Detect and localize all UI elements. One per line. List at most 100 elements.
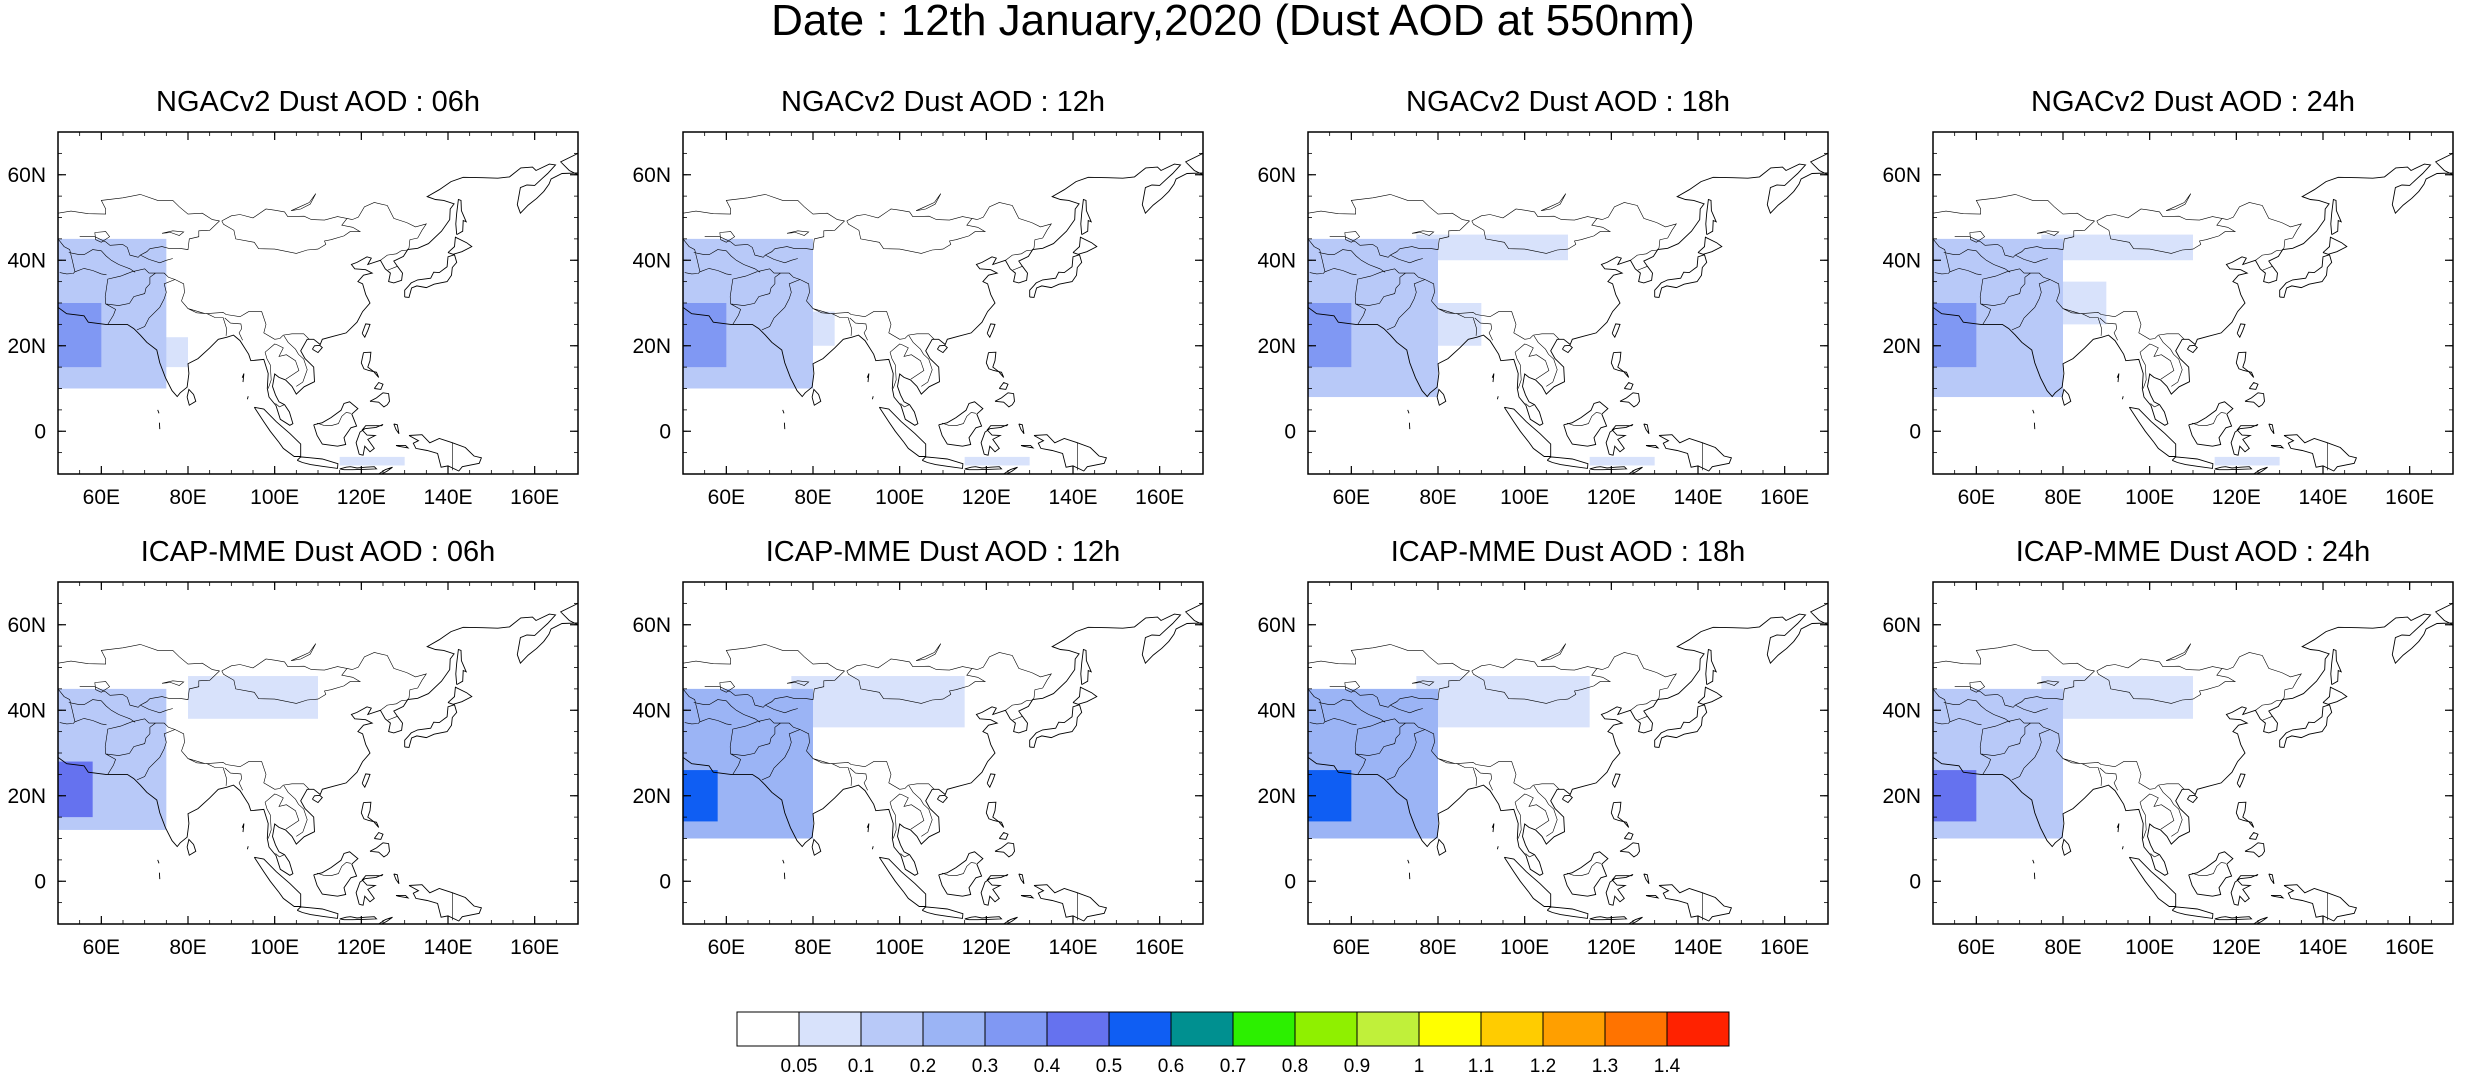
dust-aod-region <box>1416 234 1568 261</box>
map-plot: 60E 80E 100E 120E 140E 160E 60N 40N 20N 0 <box>7 131 579 509</box>
lon-tick-label: 120E <box>2212 936 2261 959</box>
lat-tick-label: 20N <box>7 785 46 808</box>
lon-tick-label: 100E <box>875 486 924 509</box>
colorbar-swatch <box>1604 1011 1668 1047</box>
colorbar-label: 1.4 <box>1654 1056 1681 1077</box>
lon-tick-label: 160E <box>1760 486 1809 509</box>
coastline <box>1308 152 1828 474</box>
map-plot: 60E 80E 100E 120E 140E 160E 60N 40N 20N 0 <box>1882 581 2454 959</box>
panel-title: ICAP-MME Dust AOD : 18h <box>1390 536 1746 568</box>
lon-tick-label: 140E <box>1673 486 1722 509</box>
colorbar-swatch <box>1232 1011 1296 1047</box>
map-plot: 60E 80E 100E 120E 140E 160E 60N 40N 20N 0 <box>632 581 1204 959</box>
map-panel: ICAP-MME Dust AOD : 06h 60E 80E 100E 120E 140… <box>7 536 579 959</box>
lat-tick-label: 40N <box>1257 699 1296 722</box>
colorbar-swatch <box>1542 1011 1606 1047</box>
lon-tick-label: 80E <box>794 486 831 509</box>
lat-tick-label: 0 <box>34 870 46 893</box>
colorbar-label: 0.4 <box>1034 1056 1061 1077</box>
coastline <box>683 152 1203 474</box>
lon-tick-label: 120E <box>962 486 1011 509</box>
lon-tick-label: 140E <box>2298 486 2347 509</box>
colorbar-swatch <box>736 1011 800 1047</box>
country-borders <box>683 643 1078 921</box>
lat-tick-label: 40N <box>1882 699 1921 722</box>
lon-tick-label: 80E <box>2044 486 2081 509</box>
lon-tick-label: 60E <box>708 486 745 509</box>
lon-tick-label: 60E <box>1958 486 1995 509</box>
lon-tick-label: 80E <box>1419 936 1456 959</box>
lon-tick-label: 100E <box>1500 936 1549 959</box>
country-borders <box>58 643 453 921</box>
dust-aod-region <box>683 303 727 368</box>
lat-tick-label: 60N <box>1882 164 1921 187</box>
colorbar-label: 0.9 <box>1344 1056 1370 1077</box>
map-plot: 60E 80E 100E 120E 140E 160E 60N 40N 20N 0 <box>1882 131 2454 509</box>
lat-tick-label: 0 <box>1284 870 1296 893</box>
country-borders <box>1933 643 2328 921</box>
lat-tick-label: 20N <box>1882 785 1921 808</box>
dust-aod-region <box>58 303 102 368</box>
colorbar-label: 1.1 <box>1468 1056 1494 1077</box>
lon-tick-label: 160E <box>1135 936 1184 959</box>
dust-aod-region <box>1933 303 1977 368</box>
panel-title: ICAP-MME Dust AOD : 24h <box>2015 536 2371 568</box>
colorbar-label: 1.3 <box>1592 1056 1618 1077</box>
panel-title: NGACv2 Dust AOD : 18h <box>1406 86 1730 118</box>
lon-tick-label: 120E <box>337 936 386 959</box>
lon-tick-label: 60E <box>83 936 120 959</box>
lon-tick-label: 100E <box>2125 936 2174 959</box>
panel-title: NGACv2 Dust AOD : 12h <box>781 86 1105 118</box>
dust-aod-region <box>791 676 965 728</box>
lat-tick-label: 40N <box>632 249 671 272</box>
map-plot: 60E 80E 100E 120E 140E 160E 60N 40N 20N 0 <box>7 581 579 959</box>
colorbar-label: 1 <box>1414 1056 1425 1077</box>
colorbar-label: 0.1 <box>848 1056 874 1077</box>
map-plot: 60E 80E 100E 120E 140E 160E 60N 40N 20N 0 <box>1257 581 1829 959</box>
lat-tick-label: 60N <box>1257 164 1296 187</box>
coastline <box>1933 152 2453 474</box>
colorbar-svg: 0.05 0.1 0.2 0.3 0.4 0.5 0.6 0.7 0.8 0.9 1 1.1 1.2 1.… <box>736 1011 1730 1077</box>
coastline <box>58 602 578 924</box>
lon-tick-label: 60E <box>1333 936 1370 959</box>
lon-tick-label: 160E <box>510 936 559 959</box>
colorbar-swatch <box>1418 1011 1482 1047</box>
lat-tick-label: 60N <box>632 164 671 187</box>
coastline <box>683 602 1203 924</box>
dust-aod-region <box>1416 676 1590 728</box>
coastline <box>1308 602 1828 924</box>
coastline <box>58 152 578 474</box>
lat-tick-label: 0 <box>659 420 671 443</box>
lon-tick-label: 120E <box>1587 486 1636 509</box>
map-panel: ICAP-MME Dust AOD : 12h 60E 80E 100E 120E 140… <box>632 536 1204 959</box>
lat-tick-label: 60N <box>7 164 46 187</box>
lon-tick-label: 160E <box>2385 936 2434 959</box>
aod-colorbar: 0.05 0.1 0.2 0.3 0.4 0.5 0.6 0.7 0.8 0.9 1 1.1 1.2 1.… <box>736 1011 1731 1091</box>
lon-tick-label: 100E <box>250 486 299 509</box>
panel-title: ICAP-MME Dust AOD : 12h <box>765 536 1121 568</box>
map-panel: NGACv2 Dust AOD : 06h 60E 80E 100E 120E 140E 1… <box>7 86 579 509</box>
colorbar-label: 0.3 <box>972 1056 998 1077</box>
dust-aod-region <box>188 676 318 719</box>
colorbar-label: 0.7 <box>1220 1056 1246 1077</box>
colorbar-swatch <box>1108 1011 1172 1047</box>
colorbar-swatch <box>984 1011 1048 1047</box>
lat-tick-label: 0 <box>1284 420 1296 443</box>
dust-aod-region <box>58 761 93 818</box>
dust-aod-region <box>2214 456 2280 466</box>
lon-tick-label: 160E <box>1760 936 1809 959</box>
lon-tick-label: 140E <box>1048 486 1097 509</box>
lat-tick-label: 20N <box>1257 785 1296 808</box>
lon-tick-label: 140E <box>1048 936 1097 959</box>
lon-tick-label: 60E <box>1958 936 1995 959</box>
lon-tick-label: 80E <box>1419 486 1456 509</box>
colorbar-label: 0.6 <box>1158 1056 1184 1077</box>
country-borders <box>58 193 453 471</box>
colorbar-label: 0.5 <box>1096 1056 1122 1077</box>
lon-tick-label: 140E <box>423 936 472 959</box>
lon-tick-label: 100E <box>2125 486 2174 509</box>
country-borders <box>683 193 1078 471</box>
dust-aod-region <box>1589 456 1655 466</box>
lon-tick-label: 120E <box>1587 936 1636 959</box>
lat-tick-label: 40N <box>7 699 46 722</box>
